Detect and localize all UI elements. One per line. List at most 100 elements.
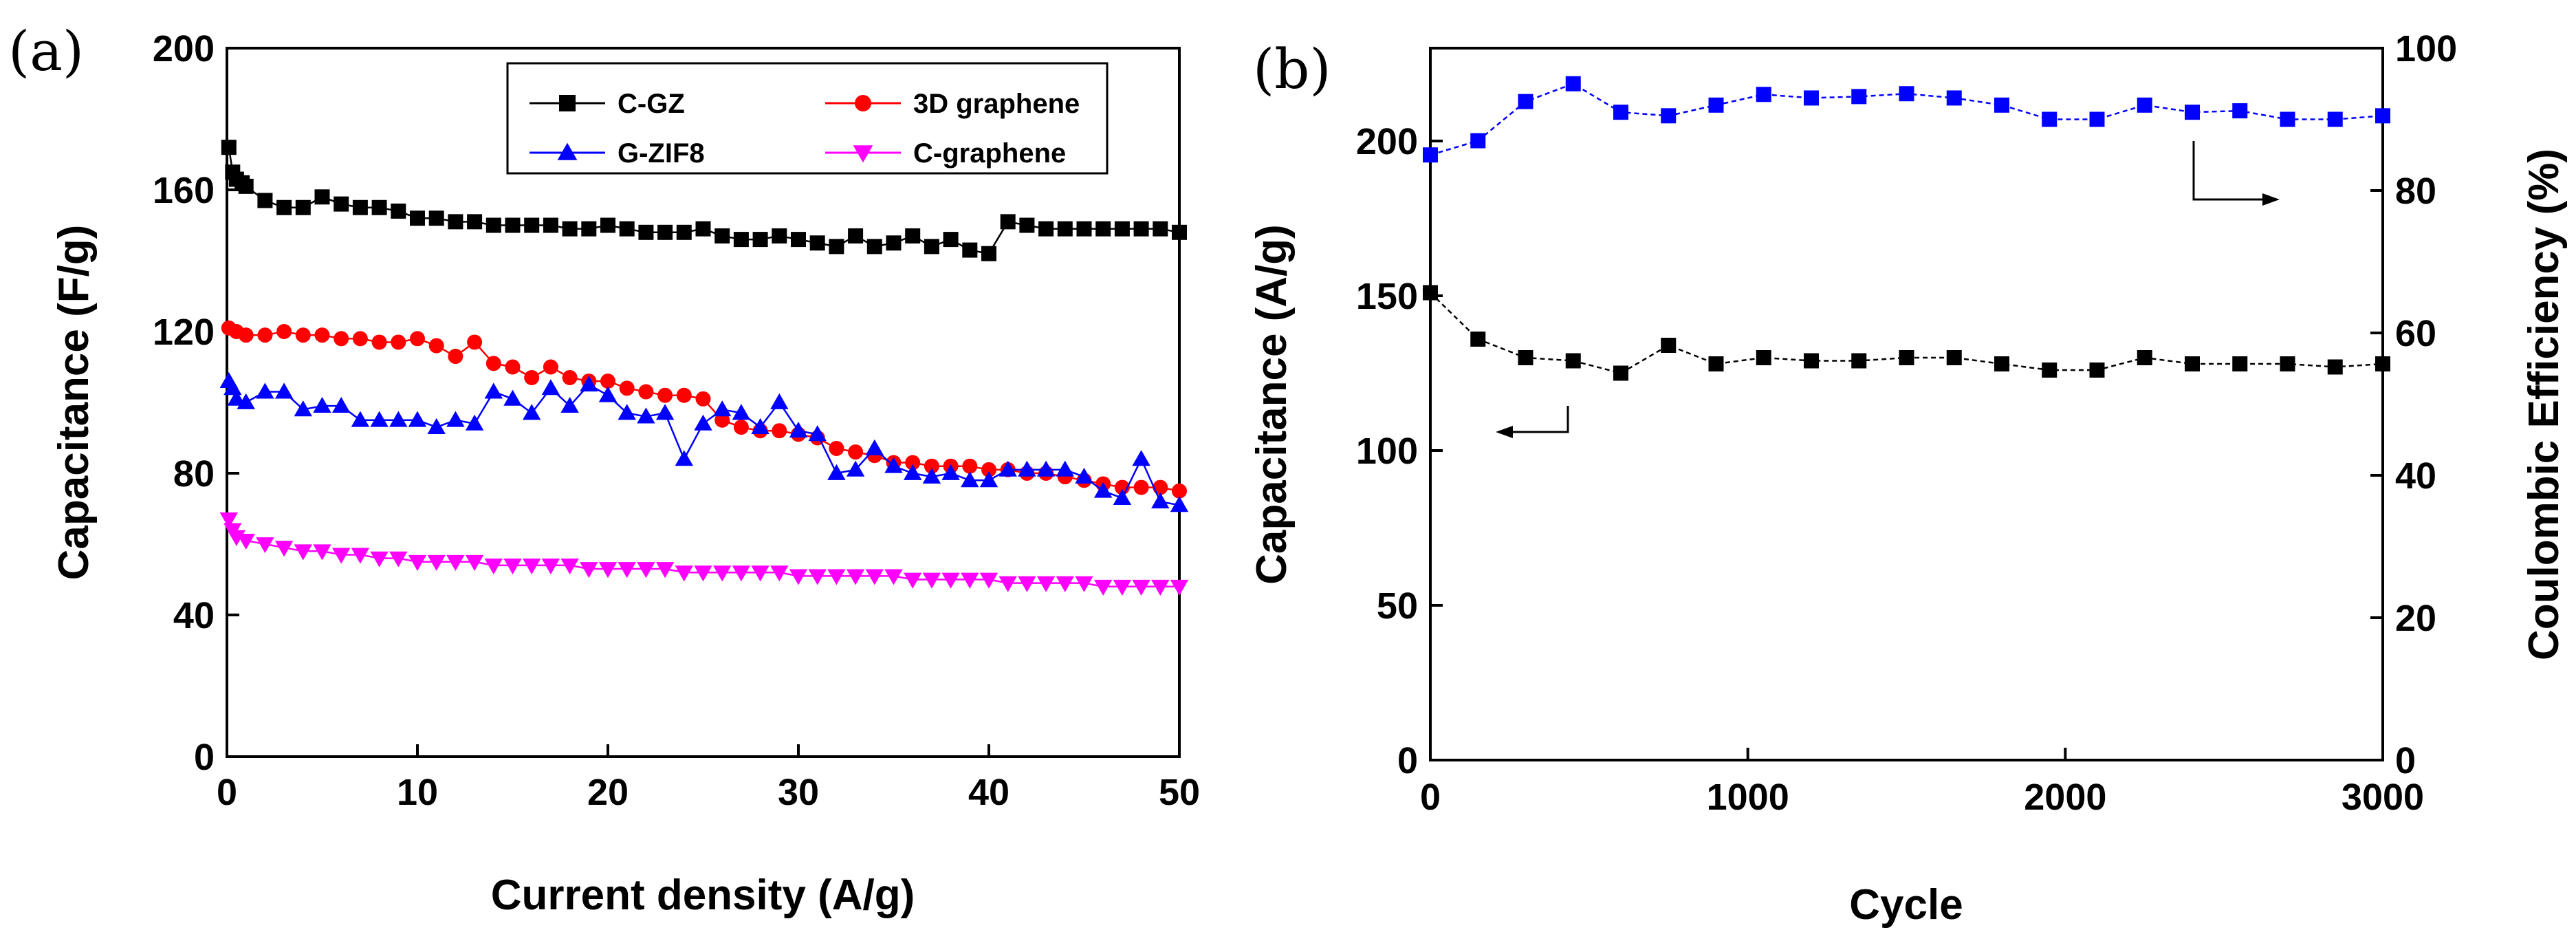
a-data-point [657,224,673,240]
a-x-tick-label: 0 [217,772,237,813]
a-data-point [675,565,693,582]
panel-a-legend: C-GZ 3D graphene G-ZIF8 C-graphene [506,62,1109,175]
a-data-point [770,393,789,409]
a-data-point [562,221,578,237]
a-data-point [332,548,351,564]
a-data-point [503,559,522,575]
panel-b-x-axis-title: Cycle [1849,881,1963,929]
b-x-tick-label: 1000 [1707,777,1789,818]
b-data-point [2137,350,2152,365]
a-data-point [981,462,996,477]
a-data-point [1133,221,1149,237]
a-x-tick-label: 10 [397,772,438,813]
b-data-point [1994,97,2009,113]
a-data-point [695,391,711,407]
a-data-point [846,569,865,585]
a-data-point [732,565,751,582]
a-data-point [979,572,998,589]
a-data-point [829,239,844,255]
a-y-tick-label: 0 [194,737,215,778]
b-data-point [1470,332,1486,347]
b-data-point [2232,356,2248,371]
a-data-point [1132,579,1150,596]
a-data-point [789,569,808,585]
a-data-point [313,544,331,561]
a-x-tick-label: 40 [968,772,1009,813]
b-data-point [2375,108,2390,124]
a-data-point [408,411,427,427]
panel-b-y-axis-title: Capacitance (A/g) [1248,224,1296,585]
a-data-point [1076,221,1092,237]
b-series-coulombic-efficiency [1423,76,2390,163]
a-data-point [657,387,673,403]
a-data-point [1113,579,1132,596]
a-data-point [598,562,618,578]
a-data-point [638,224,654,240]
a-data-point [219,512,238,529]
b-data-point [1518,94,1533,109]
b-data-point [1661,108,1677,124]
b-y-tick-label: 150 [1356,276,1418,317]
a-data-point [257,327,273,343]
b-y-tick-label: 50 [1377,585,1418,627]
a-data-point [922,572,941,589]
a-data-point [922,467,941,484]
a-data-point [465,554,484,571]
a-data-point [560,396,579,413]
b-data-point [2089,363,2105,378]
b-data-point [1994,356,2009,371]
a-data-point [351,548,370,564]
a-data-point [227,389,246,406]
legend-label: 3D graphene [913,89,1080,119]
panel-a-series [219,140,1189,596]
a-data-point [655,562,675,578]
a-data-point [827,464,846,480]
b-data-point [1565,353,1581,369]
a-data-point [371,199,387,215]
a-data-point [655,404,675,420]
a-data-point [352,199,368,215]
a-data-point [884,569,903,585]
a-data-point [752,232,768,248]
legend-marker [855,95,871,111]
a-data-point [485,217,501,233]
a-data-point [448,349,463,365]
panel-a-x-axis-title: Current density (A/g) [491,872,915,919]
a-data-point [962,458,978,474]
legend-entry: G-ZIF8 [530,138,705,169]
a-data-point [829,440,844,456]
a-data-point [827,569,846,585]
a-data-point [370,551,389,567]
legend-entry: 3D graphene [825,89,1080,119]
b-y2-tick-label: 40 [2395,455,2436,497]
a-data-point [351,411,370,427]
a-series-c-gz [221,140,1187,261]
a-data-point [505,359,521,375]
left-axis-arrow-line [1509,406,1569,433]
a-data-point [1036,576,1056,592]
a-data-point [257,193,273,208]
b-data-point [1708,356,1724,371]
a-data-point [1153,221,1168,237]
b-data-point [2185,356,2200,371]
a-data-point [733,232,749,248]
a-data-point [789,422,808,438]
b-x-tick-label: 3000 [2342,777,2424,818]
a-series-g-zif8 [219,371,1189,512]
panel-a-legend-box [506,62,1109,175]
b-data-point [1565,76,1581,91]
a-data-point [238,327,254,343]
legend-marker [557,142,578,160]
b-y-tick-label: 100 [1356,431,1418,472]
b-data-point [1804,353,1819,369]
a-data-point [848,444,864,460]
a-data-point [809,235,825,251]
a-data-point [979,471,998,488]
a-data-point [274,541,294,557]
a-data-point [865,439,884,455]
a-data-point [446,554,465,571]
a-data-point [808,569,827,585]
a-data-point [505,217,521,233]
a-data-point [484,382,503,399]
